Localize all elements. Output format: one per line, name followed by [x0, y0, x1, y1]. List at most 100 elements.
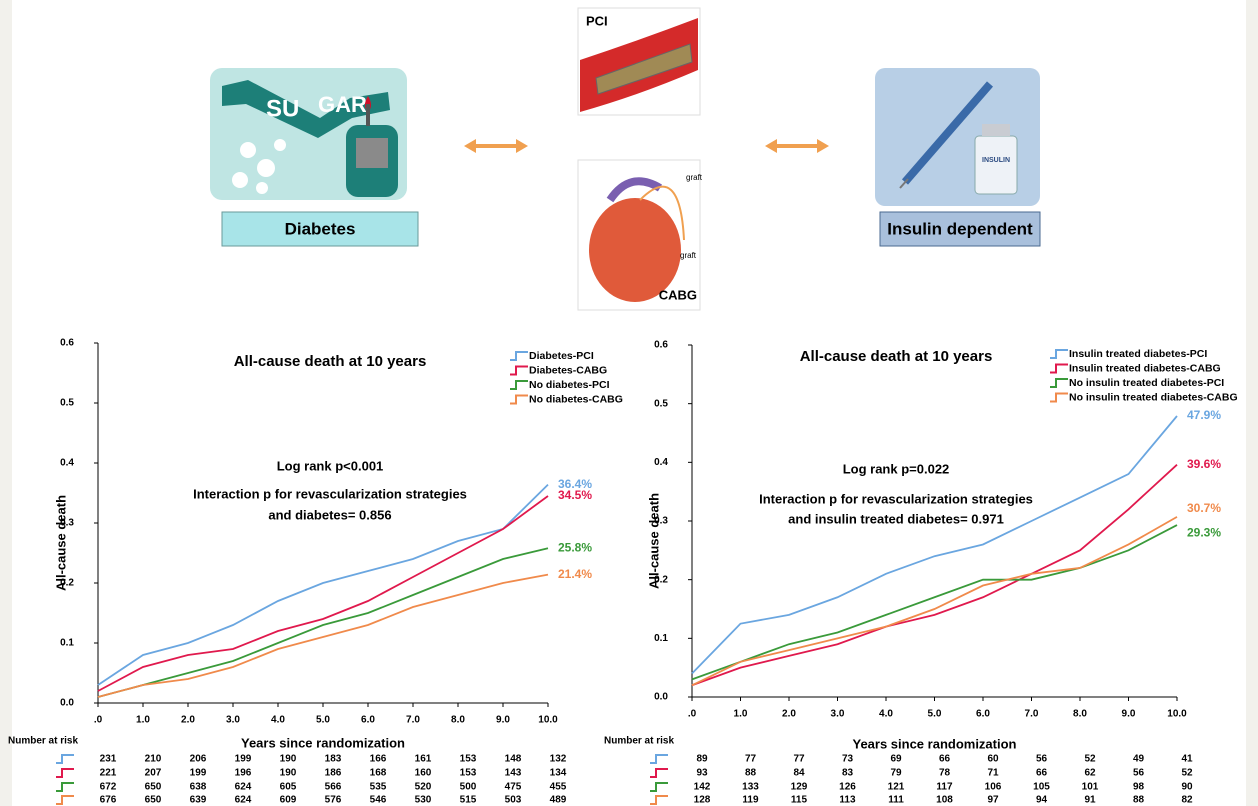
end-label: 29.3% [1187, 525, 1221, 539]
x-tick-label: 10.0 [538, 715, 558, 726]
risk-count: 117 [936, 782, 953, 793]
x-tick-label: 4.0 [271, 715, 285, 726]
x-tick-label: 9.0 [496, 715, 510, 726]
risk-count: 515 [460, 795, 477, 806]
cabg-illustration [577, 159, 701, 311]
risk-count: 199 [235, 754, 252, 765]
risk-count: 60 [987, 754, 999, 765]
risk-count: 126 [839, 782, 856, 793]
risk-count: 520 [415, 782, 432, 793]
legend-symbol [650, 795, 668, 805]
risk-count: 108 [936, 795, 953, 806]
legend-symbol [510, 380, 528, 390]
series-line [97, 573, 549, 698]
risk-count: 535 [370, 782, 387, 793]
risk-count: 56 [1133, 768, 1145, 779]
risk-count: 489 [550, 795, 567, 806]
y-tick-label: 0.3 [654, 516, 668, 527]
risk-count: 77 [793, 754, 805, 765]
diabetes-illustration: SU GAR [210, 68, 407, 200]
risk-count: 106 [985, 782, 1002, 793]
risk-count: 83 [842, 768, 854, 779]
risk-count: 94 [1036, 795, 1048, 806]
risk-count: 91 [1084, 795, 1096, 806]
series-line [691, 524, 1178, 681]
x-tick-label: 5.0 [316, 715, 330, 726]
risk-count: 66 [1036, 768, 1048, 779]
risk-count: 160 [415, 768, 432, 779]
diabetes-label-box [221, 211, 419, 247]
legend-symbol [56, 768, 74, 778]
legend-symbol [650, 782, 668, 792]
risk-count: 88 [1133, 795, 1145, 806]
x-tick-label: 8.0 [1073, 709, 1087, 720]
y-tick-label: 0.2 [654, 574, 668, 585]
risk-count: 111 [888, 795, 904, 806]
risk-count: 624 [235, 795, 252, 806]
risk-count: 576 [325, 795, 342, 806]
legend-symbol [650, 754, 668, 764]
insulin-illustration [875, 68, 1040, 206]
y-tick-label: 0.6 [654, 340, 668, 351]
double-arrow [765, 139, 829, 153]
sugar-text: SU [266, 95, 299, 122]
legend-symbol [1050, 392, 1068, 403]
risk-count: 672 [100, 782, 117, 793]
risk-count: 129 [791, 782, 808, 793]
risk-count: 52 [1181, 768, 1193, 779]
risk-count: 105 [1033, 782, 1050, 793]
insulin-label-box [879, 211, 1041, 247]
risk-table-label: Number at risk [8, 736, 78, 747]
risk-count: 119 [742, 795, 759, 806]
risk-count: 98 [1133, 782, 1145, 793]
risk-count: 650 [145, 795, 162, 806]
insulin-label: Insulin dependent [887, 219, 1033, 238]
risk-count: 56 [1036, 754, 1048, 765]
panel [12, 0, 1246, 806]
x-tick-label: 6.0 [361, 715, 375, 726]
risk-count: 221 [100, 768, 117, 779]
legend-symbol [510, 365, 528, 376]
y-tick-label: 0.5 [60, 398, 74, 409]
risk-count: 128 [694, 795, 711, 806]
legend-label: Diabetes-PCI [529, 350, 594, 362]
risk-count: 530 [415, 795, 432, 806]
y-tick-label: 0.2 [60, 578, 74, 589]
y-tick-label: 0.4 [654, 457, 668, 468]
series-line [97, 483, 549, 686]
risk-count: 199 [190, 768, 207, 779]
legend-symbol [1050, 363, 1068, 374]
y-tick-label: 0.6 [60, 338, 74, 349]
y-tick-label: 0.4 [60, 458, 74, 469]
risk-count: 62 [1084, 768, 1096, 779]
risk-count: 166 [370, 754, 387, 765]
risk-count: 133 [742, 782, 759, 793]
x-tick-label: 2.0 [181, 715, 195, 726]
y-tick-label: 0.3 [60, 518, 74, 529]
risk-count: 84 [793, 768, 805, 779]
risk-count: 82 [1181, 795, 1193, 806]
insulin-vial-text: INSULIN [982, 157, 1010, 164]
risk-count: 66 [939, 754, 951, 765]
pci-label: PCI [586, 13, 608, 28]
x-tick-label: 4.0 [879, 709, 893, 720]
risk-count: 77 [745, 754, 757, 765]
risk-count: 455 [550, 782, 567, 793]
risk-count: 148 [505, 754, 522, 765]
graft-label: graft [680, 251, 697, 260]
y-tick-label: 0.1 [654, 633, 668, 644]
double-arrow [464, 139, 528, 153]
risk-count: 500 [460, 782, 477, 793]
legend-label: Insulin treated diabetes-CABG [1069, 362, 1221, 374]
legend-symbol [1050, 349, 1068, 359]
series-line [97, 547, 549, 698]
x-tick-label: 2.0 [782, 709, 796, 720]
risk-count: 121 [888, 782, 905, 793]
x-tick-label: 8.0 [451, 715, 465, 726]
risk-count: 41 [1181, 754, 1193, 765]
risk-count: 78 [939, 768, 951, 779]
x-axis-label: Years since randomization [852, 736, 1016, 751]
risk-count: 143 [505, 768, 522, 779]
risk-count: 638 [190, 782, 207, 793]
